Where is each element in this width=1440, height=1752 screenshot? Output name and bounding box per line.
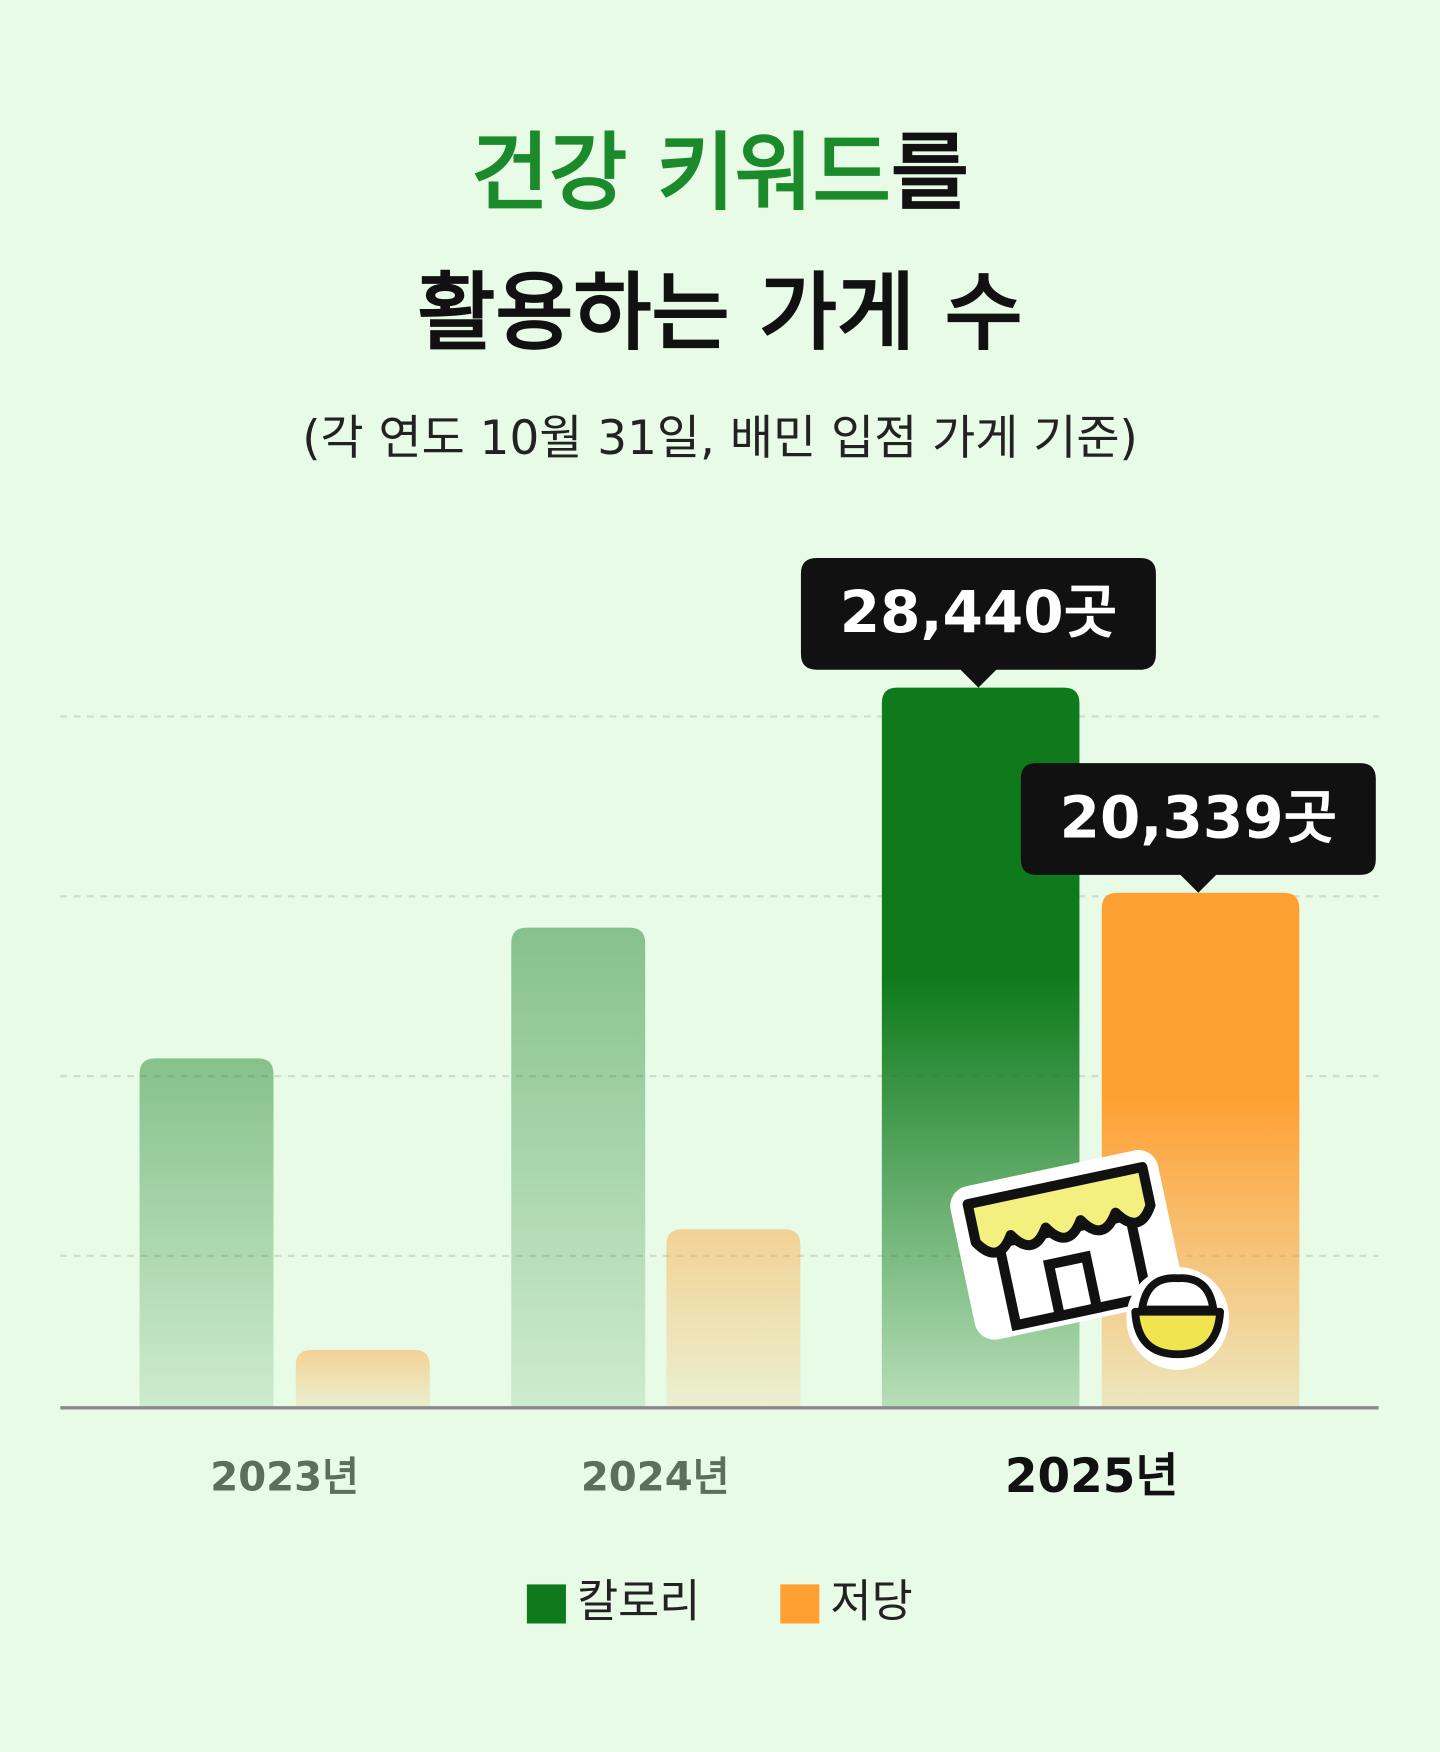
label-callout [1020,763,1376,893]
legend-swatch [526,1584,566,1624]
label-callout [800,557,1156,688]
bar [511,927,646,1408]
title-highlight: 건강 키워드 [471,124,891,223]
x-tick-label: 2024년 [581,1454,730,1500]
rice-bowl-icon [1126,1267,1230,1370]
legend-label: 저당 [831,1575,913,1627]
legend-label: 칼로리 [577,1575,700,1627]
title-rest: 를 [891,124,969,223]
x-tick-label: 2025년 [1005,1449,1179,1504]
chart-title: 건강 키워드를 [471,124,969,223]
store-icon [950,1150,1183,1340]
legend: 칼로리 저당 [526,1575,913,1628]
chart-title-line2: 활용하는 가게 수 [417,264,1022,363]
bar [666,1229,801,1408]
value-label: 20,339곳 [1060,783,1337,851]
x-labels: 2023년 2024년 2025년 [210,1449,1178,1504]
chart-subtitle: (각 연도 10월 31일, 배민 입점 가게 기준) [302,411,1138,466]
x-tick-label: 2023년 [210,1454,359,1500]
value-labels: 28,440곳 20,339곳 [800,557,1376,893]
value-label: 28,440곳 [840,578,1117,646]
bar [139,1058,274,1408]
legend-swatch [780,1584,820,1624]
bar [295,1349,430,1408]
